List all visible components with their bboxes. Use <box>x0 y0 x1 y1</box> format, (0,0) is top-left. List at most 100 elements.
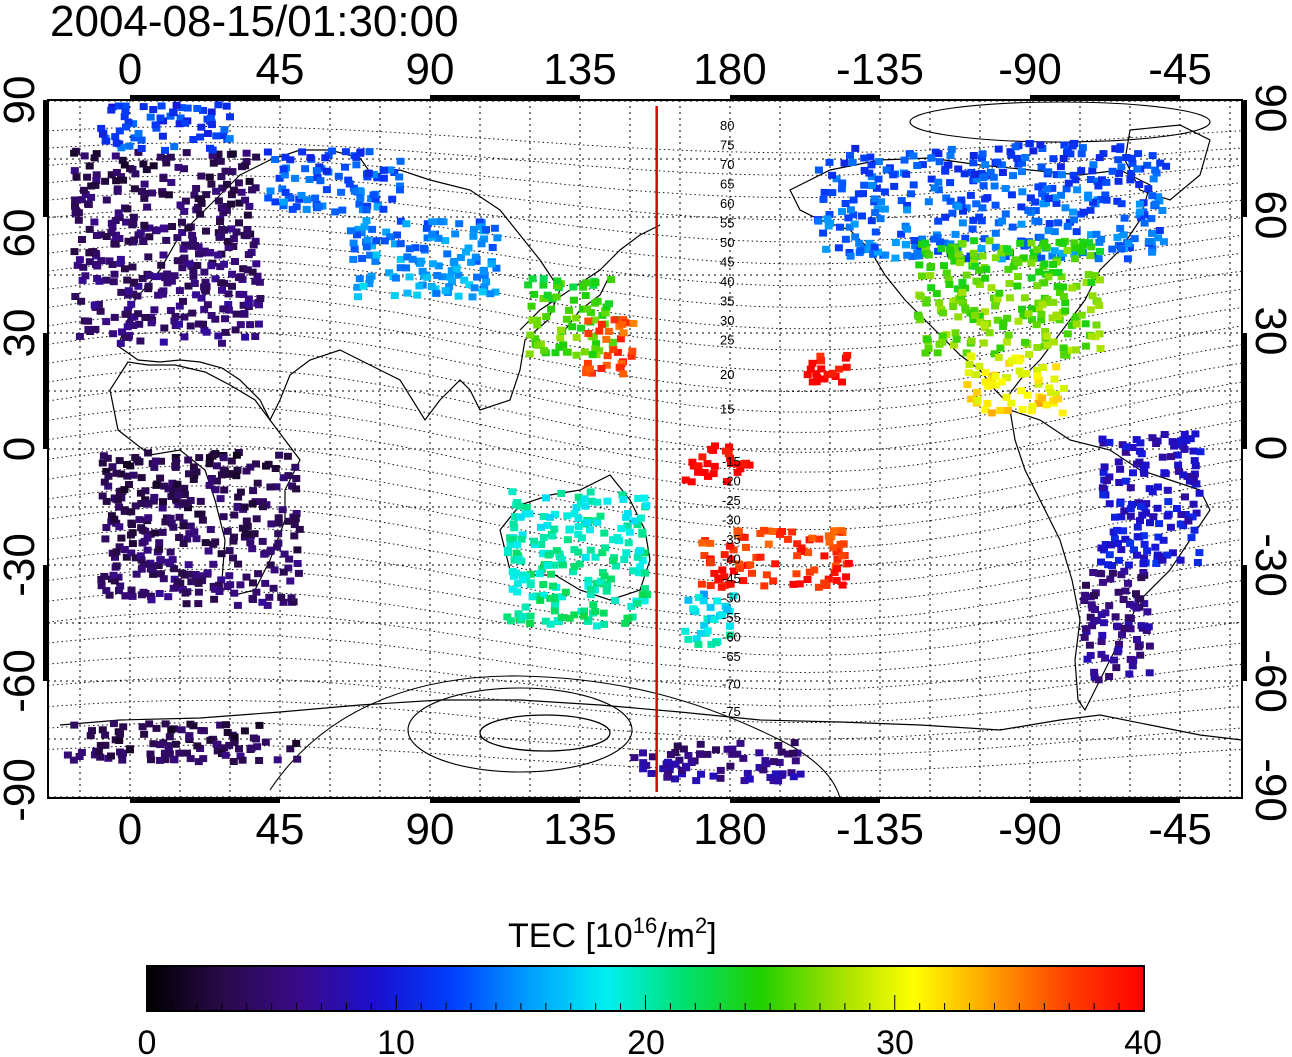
tec-pixel <box>235 199 244 207</box>
tec-pixel <box>261 579 270 587</box>
tec-pixel <box>586 488 595 496</box>
tec-pixel <box>746 561 755 569</box>
tec-pixel <box>241 162 250 170</box>
tec-pixel <box>159 575 168 583</box>
tec-pixel <box>1098 578 1107 586</box>
tec-pixel <box>1145 238 1153 246</box>
tec-pixel <box>77 749 86 756</box>
tec-pixel <box>823 215 832 223</box>
tec-pixel <box>146 750 155 758</box>
tec-pixel <box>233 466 242 474</box>
tec-pixel <box>92 171 101 179</box>
tec-pixel <box>1158 453 1167 461</box>
tec-pixel <box>177 726 186 734</box>
tec-pixel <box>432 289 441 297</box>
tec-pixel <box>542 313 551 321</box>
tec-pixel <box>1133 636 1141 643</box>
tec-pixel <box>537 541 546 548</box>
tec-pixel <box>156 474 165 482</box>
tec-pixel <box>211 585 220 593</box>
tec-pixel <box>428 230 437 238</box>
tec-pixel <box>918 235 927 243</box>
tec-pixel <box>129 120 138 128</box>
tec-pixel <box>941 167 950 175</box>
tec-pixel <box>227 457 236 465</box>
tec-pixel <box>184 224 193 232</box>
tec-pixel <box>762 571 771 579</box>
tec-pixel <box>353 231 361 239</box>
tec-pixel <box>1110 656 1118 664</box>
tec-pixel <box>110 515 119 523</box>
tec-pixel <box>180 484 189 492</box>
tec-pixel <box>322 186 331 194</box>
tec-pixel <box>1050 338 1058 346</box>
tec-pixel <box>1168 549 1177 557</box>
tec-pixel <box>726 631 735 639</box>
tec-pixel <box>486 290 495 298</box>
tec-pixel <box>1143 608 1152 616</box>
tec-pixel <box>405 273 414 281</box>
tec-pixel <box>1097 235 1106 243</box>
tec-pixel <box>937 245 946 253</box>
tec-pixel <box>201 287 210 295</box>
tec-pixel <box>286 745 295 753</box>
tec-pixel <box>235 745 243 753</box>
tec-pixel <box>949 303 958 310</box>
colorbar-tick-label: 0 <box>138 1024 157 1057</box>
tec-pixel <box>365 148 374 156</box>
tec-pixel <box>1125 244 1134 252</box>
tec-pixel <box>616 335 625 343</box>
tec-pixel <box>248 545 257 553</box>
tec-pixel <box>194 600 203 608</box>
tec-pixel <box>539 295 548 302</box>
tec-pixel <box>490 224 499 232</box>
tec-pixel <box>108 261 117 268</box>
tec-pixel <box>858 212 866 220</box>
tec-pixel <box>97 231 106 239</box>
tec-pixel <box>207 262 216 270</box>
tec-pixel <box>1113 233 1122 241</box>
tec-pixel <box>882 166 891 174</box>
tec-pixel <box>117 144 126 152</box>
tec-pixel <box>193 742 202 750</box>
tec-pixel <box>248 595 257 602</box>
tec-pixel <box>844 214 853 222</box>
tec-pixel <box>217 550 226 558</box>
tec-pixel <box>273 543 282 551</box>
tec-pixel <box>1038 145 1047 152</box>
tec-pixel <box>584 330 593 337</box>
tec-pixel <box>71 207 80 214</box>
tec-pixel <box>363 236 372 244</box>
tec-pixel <box>1108 167 1117 175</box>
tec-pixel <box>817 357 826 365</box>
tec-pixel <box>372 251 381 259</box>
tec-pixel <box>194 195 203 203</box>
tec-pixel <box>175 287 184 295</box>
tec-pixel <box>859 190 867 198</box>
tec-pixel <box>208 146 217 154</box>
tec-pixel <box>596 577 605 585</box>
tec-pixel <box>198 516 207 524</box>
tec-pixel <box>186 720 195 728</box>
tec-pixel <box>933 349 942 357</box>
tec-pixel <box>166 514 175 522</box>
tec-pixel <box>226 113 234 121</box>
tec-pixel <box>371 257 380 265</box>
tec-pixel <box>1002 393 1011 401</box>
tec-pixel <box>572 333 581 341</box>
tec-pixel <box>415 282 424 290</box>
tec-pixel <box>915 261 924 269</box>
tec-pixel <box>1090 668 1099 676</box>
tec-pixel <box>423 234 432 242</box>
tec-pixel <box>1137 574 1146 582</box>
tec-pixel <box>185 260 194 268</box>
tec-pixel <box>154 291 163 299</box>
tec-pixel <box>284 564 293 572</box>
tec-pixel <box>218 184 227 192</box>
tec-pixel <box>179 245 188 253</box>
tec-pixel <box>995 289 1004 297</box>
tec-pixel <box>1062 185 1071 193</box>
tec-pixel <box>130 134 139 142</box>
tec-pixel <box>240 727 249 735</box>
tec-pixel <box>132 570 141 578</box>
